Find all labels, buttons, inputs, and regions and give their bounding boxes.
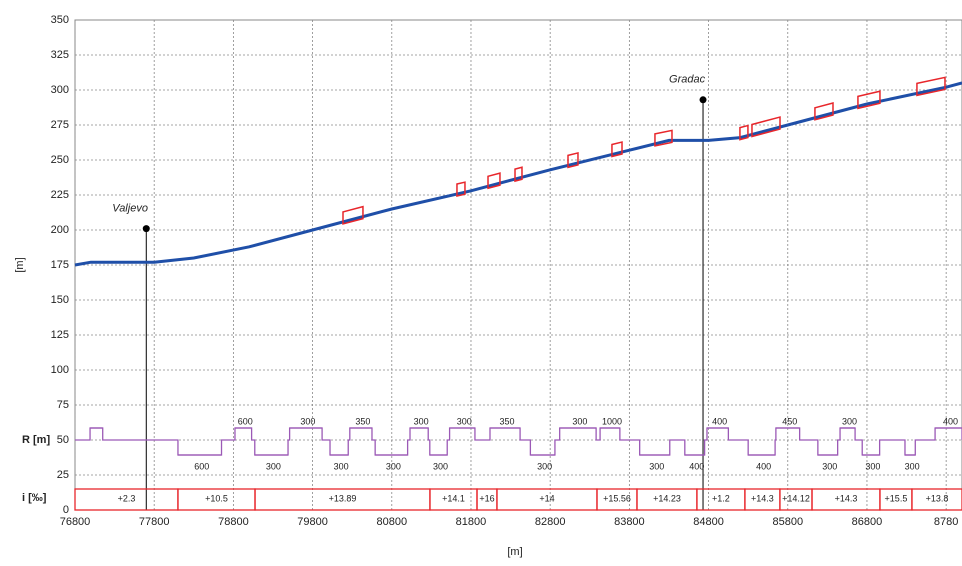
y-tick-label: 150	[51, 294, 69, 306]
station-dot	[699, 96, 707, 104]
x-tick-label: 83800	[614, 516, 645, 528]
y-tick-label: 25	[57, 469, 69, 481]
gradient-label: +14.23	[653, 493, 681, 503]
radius-label: 300	[905, 461, 920, 471]
y-tick-label: 125	[51, 329, 69, 341]
curve-mark	[739, 124, 749, 141]
radius-label: 350	[355, 416, 370, 426]
gradient-label: +14.12	[782, 493, 810, 503]
radius-baseline	[75, 427, 962, 456]
station-label: Gradac	[669, 74, 706, 86]
curve-mark	[654, 129, 673, 147]
radius-label: 300	[842, 416, 857, 426]
gradient-label: +13.8	[926, 493, 949, 503]
radius-label: 300	[457, 416, 472, 426]
radius-label: 600	[238, 416, 253, 426]
radius-label: 300	[386, 461, 401, 471]
radius-label: 300	[266, 461, 281, 471]
x-tick-label: 85800	[772, 516, 803, 528]
gradient-label: +13.89	[329, 493, 357, 503]
curve-mark	[487, 172, 501, 190]
station-dot	[142, 225, 150, 233]
gradient-label: +14	[539, 493, 554, 503]
curve-mark	[611, 141, 623, 158]
gradient-row-label: i [‰]	[22, 492, 47, 504]
x-tick-label: 76800	[60, 516, 91, 528]
radius-label: 600	[194, 461, 209, 471]
x-tick-label: 81800	[456, 516, 487, 528]
x-tick-label: 77800	[139, 516, 170, 528]
y-tick-label: 200	[51, 224, 69, 236]
x-tick-label: 79800	[297, 516, 328, 528]
curve-mark	[342, 205, 364, 225]
curve-mark	[567, 151, 579, 169]
gradient-label: +15.5	[885, 493, 908, 503]
radius-label: 300	[334, 461, 349, 471]
y-tick-label: 350	[51, 14, 69, 26]
radius-label: 450	[782, 416, 797, 426]
curve-mark	[514, 166, 523, 183]
radius-label: 400	[756, 461, 771, 471]
y-tick-label: 50	[57, 434, 69, 446]
radius-label: 300	[572, 416, 587, 426]
radius-label: 400	[943, 416, 958, 426]
x-tick-label: 82800	[535, 516, 566, 528]
x-tick-label: 84800	[693, 516, 724, 528]
y-axis-label: [m]	[14, 257, 26, 272]
y-tick-label: 75	[57, 399, 69, 411]
y-tick-label: 225	[51, 189, 69, 201]
gradient-label: +1.2	[712, 493, 730, 503]
gradient-label: +10.5	[205, 493, 228, 503]
gradient-segment	[911, 488, 962, 511]
radius-row-label: R [m]	[22, 434, 50, 446]
radius-label: 300	[537, 461, 552, 471]
y-tick-label: 175	[51, 259, 69, 271]
y-tick-label: 100	[51, 364, 69, 376]
station-label: Valjevo	[112, 203, 148, 215]
x-tick-label: 86800	[852, 516, 883, 528]
gradient-label: +15.56	[603, 493, 631, 503]
radius-label: 300	[865, 461, 880, 471]
gradient-label: +2.3	[118, 493, 136, 503]
gradient-label: +14.1	[442, 493, 465, 503]
y-tick-label: 300	[51, 84, 69, 96]
curve-mark	[916, 76, 946, 97]
radius-label: 1000	[602, 416, 622, 426]
y-tick-label: 275	[51, 119, 69, 131]
y-tick-label: 0	[63, 504, 69, 516]
x-tick-label: 8780	[934, 516, 958, 528]
radius-label: 350	[500, 416, 515, 426]
radius-label: 300	[433, 461, 448, 471]
x-axis-label: [m]	[507, 546, 522, 558]
x-tick-label: 78800	[218, 516, 249, 528]
x-tick-label: 80800	[376, 516, 407, 528]
radius-label: 400	[689, 461, 704, 471]
radius-label: 300	[822, 461, 837, 471]
radius-label: 400	[712, 416, 727, 426]
curve-mark	[814, 102, 834, 121]
radius-label: 300	[414, 416, 429, 426]
radius-label: 300	[300, 416, 315, 426]
curve-mark	[857, 90, 881, 110]
y-tick-label: 250	[51, 154, 69, 166]
elevation-line	[74, 81, 962, 267]
radius-label: 300	[649, 461, 664, 471]
curve-mark	[456, 181, 466, 197]
gradient-label: +16	[479, 493, 494, 503]
curve-mark	[751, 116, 781, 138]
gradient-label: +14.3	[751, 493, 774, 503]
gradient-label: +14.3	[835, 493, 858, 503]
y-tick-label: 325	[51, 49, 69, 61]
